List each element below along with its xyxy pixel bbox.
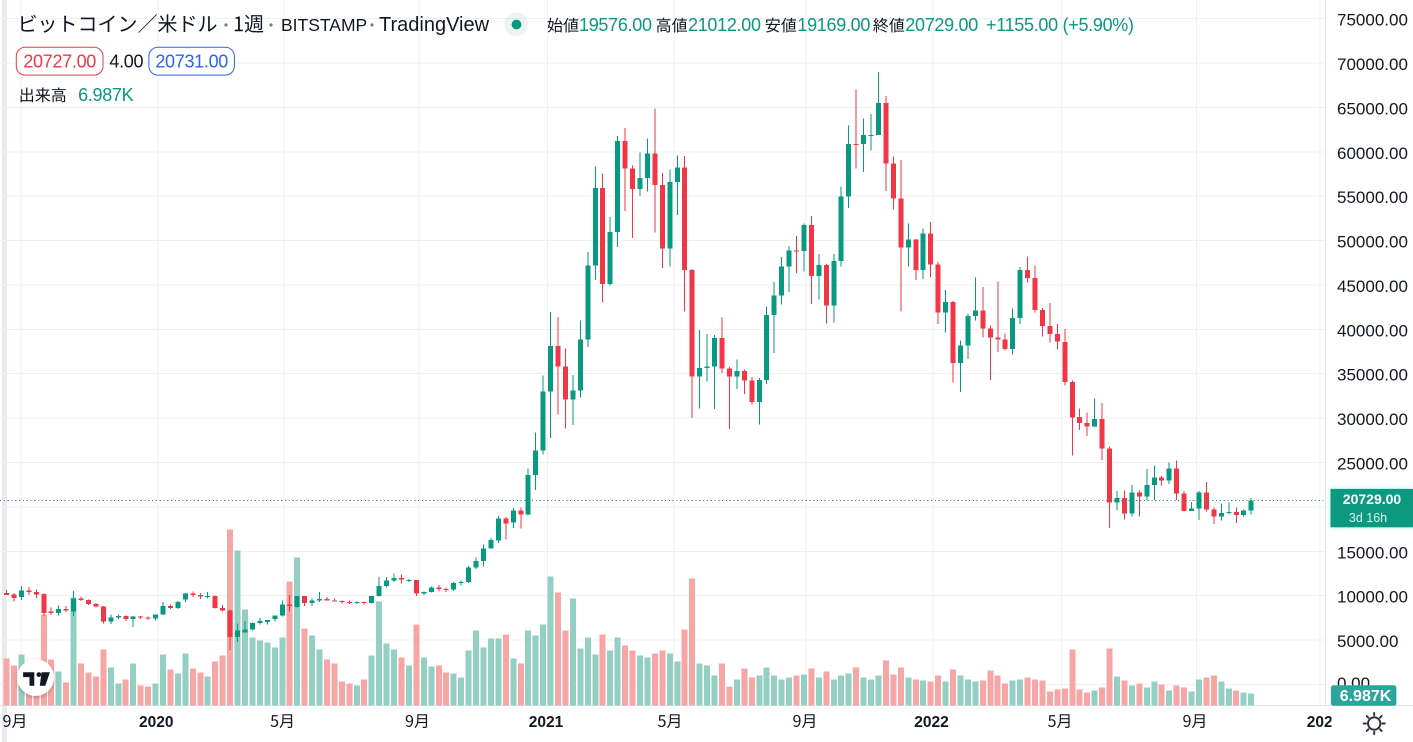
svg-text:6.987K: 6.987K <box>78 85 134 105</box>
svg-text:20727.00: 20727.00 <box>23 51 96 71</box>
svg-text:60000.00: 60000.00 <box>1337 144 1408 163</box>
svg-text:4.00: 4.00 <box>109 51 143 71</box>
svg-text:15000.00: 15000.00 <box>1337 543 1408 562</box>
svg-text:19169.00: 19169.00 <box>797 15 870 35</box>
svg-text:40000.00: 40000.00 <box>1337 321 1408 340</box>
svg-text:TradingView: TradingView <box>379 14 490 36</box>
svg-text:25000.00: 25000.00 <box>1337 455 1408 474</box>
svg-text:BITSTAMP: BITSTAMP <box>281 15 367 35</box>
svg-text:70000.00: 70000.00 <box>1337 55 1408 74</box>
svg-text:3d 16h: 3d 16h <box>1349 511 1387 525</box>
svg-text:65000.00: 65000.00 <box>1337 99 1408 118</box>
svg-text:5000.00: 5000.00 <box>1337 632 1398 651</box>
svg-text:55000.00: 55000.00 <box>1337 188 1408 207</box>
svg-text:20729.00: 20729.00 <box>1343 491 1402 507</box>
svg-text:2021: 2021 <box>529 714 564 731</box>
svg-text:21012.00: 21012.00 <box>688 15 761 35</box>
svg-text:75000.00: 75000.00 <box>1337 11 1408 30</box>
svg-text:2020: 2020 <box>139 714 173 731</box>
svg-text:6.987K: 6.987K <box>1340 688 1392 705</box>
svg-text:50000.00: 50000.00 <box>1337 233 1408 252</box>
svg-text:45000.00: 45000.00 <box>1337 277 1408 296</box>
svg-text:30000.00: 30000.00 <box>1337 410 1408 429</box>
svg-text:+1155.00 (+5.90%): +1155.00 (+5.90%) <box>986 15 1134 35</box>
svg-text:20731.00: 20731.00 <box>155 51 228 71</box>
svg-text:19576.00: 19576.00 <box>579 15 652 35</box>
svg-text:10000.00: 10000.00 <box>1337 588 1408 607</box>
svg-text:20729.00: 20729.00 <box>905 15 978 35</box>
svg-text:35000.00: 35000.00 <box>1337 366 1408 385</box>
svg-text:2022: 2022 <box>914 714 948 731</box>
